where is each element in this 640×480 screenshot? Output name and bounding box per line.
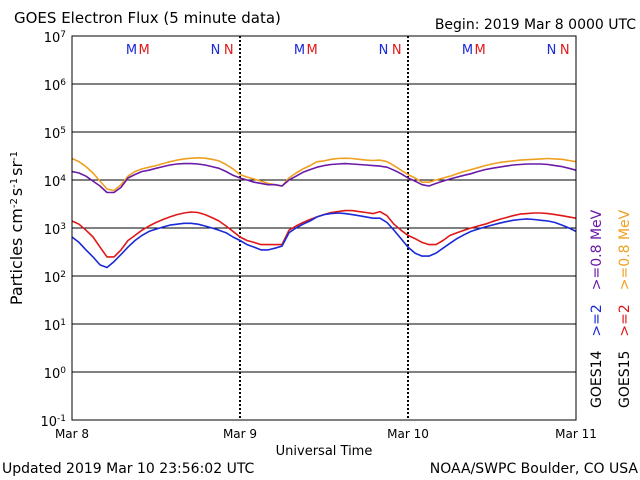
- legend-entry: >=0.8 MeV: [617, 209, 633, 290]
- series-g14_2-line: [71, 212, 577, 269]
- y-tick-label: 102: [44, 270, 66, 286]
- y-tick-label: 101: [44, 318, 66, 334]
- marker-m: M: [138, 43, 149, 58]
- ylabel-base: Particles cm: [7, 208, 26, 305]
- x-tick-label: Mar 9: [223, 427, 257, 441]
- legend-column-1: GOES14 >=2 >=0.8 MeV: [589, 209, 605, 408]
- marker-n: N: [224, 43, 234, 58]
- legend-column-2: GOES15 >=2 >=0.8 MeV: [617, 209, 633, 408]
- x-tick-label: Mar 11: [555, 427, 597, 441]
- ylabel-exp: -1: [9, 178, 20, 188]
- begin-label: Begin: 2019 Mar 8 0000 UTC: [435, 17, 636, 33]
- x-tick-labels: Mar 8 Mar 9 Mar 10 Mar 11: [55, 427, 597, 441]
- y-tick-label: 10-1: [40, 414, 66, 430]
- marker-m: M: [294, 43, 305, 58]
- series-group: [71, 157, 577, 269]
- y-tick-label: 107: [44, 30, 66, 46]
- marker-m: M: [474, 43, 485, 58]
- x-axis-label: Universal Time: [276, 444, 373, 459]
- ylabel-sr: sr: [7, 161, 26, 176]
- footer-updated: Updated 2019 Mar 10 23:56:02 UTC: [2, 461, 255, 477]
- series-g14_08-line: [71, 162, 577, 194]
- chart-title: GOES Electron Flux (5 minute data): [14, 9, 281, 27]
- y-axis-label: Particles cm-2s-1sr-1: [7, 151, 26, 305]
- marker-n: N: [392, 43, 402, 58]
- marker-n: N: [379, 43, 389, 58]
- legend-entry: GOES15: [617, 351, 633, 408]
- ylabel-s: s: [7, 188, 26, 196]
- ylabel-exp: -2: [9, 198, 20, 208]
- marker-n: N: [547, 43, 557, 58]
- ylabel-exp: -1: [9, 151, 20, 161]
- y-tick-label: 106: [44, 78, 67, 94]
- y-tick-labels: 10-1 100 101 102 103 104 105 106 107: [40, 30, 66, 430]
- legend-entry: >=0.8 MeV: [589, 209, 605, 290]
- marker-m: M: [462, 43, 473, 58]
- footer-credit: NOAA/SWPC Boulder, CO USA: [430, 461, 639, 477]
- legend-entry: GOES14: [589, 350, 605, 408]
- marker-n: N: [560, 43, 570, 58]
- x-tick-label: Mar 10: [387, 427, 429, 441]
- y-tick-label: 103: [44, 222, 66, 238]
- series-g15_08-line: [71, 157, 577, 192]
- plot-frame: [71, 35, 577, 421]
- x-tick-label: Mar 8: [55, 427, 89, 441]
- y-tick-label: 104: [44, 174, 67, 190]
- y-tick-label: 105: [44, 126, 66, 142]
- marker-m: M: [306, 43, 317, 58]
- marker-m: M: [126, 43, 137, 58]
- legend-entry: >=2: [617, 304, 633, 336]
- y-tick-label: 100: [44, 366, 67, 382]
- marker-n: N: [211, 43, 221, 58]
- legend-entry: >=2: [589, 304, 605, 336]
- legend-right: GOES14 >=2 >=0.8 MeV GOES15 >=2 >=0.8 MeV: [589, 209, 633, 408]
